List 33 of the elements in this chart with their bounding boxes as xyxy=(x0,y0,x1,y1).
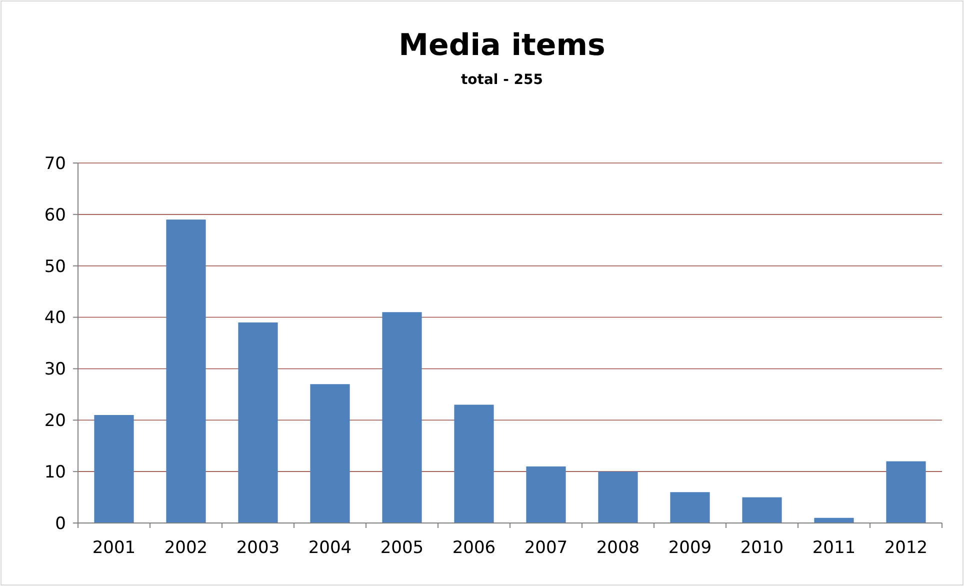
bar xyxy=(382,312,422,523)
y-tick-label: 0 xyxy=(55,514,66,534)
chart-subtitle: total - 255 xyxy=(460,72,544,88)
bar xyxy=(454,404,494,523)
bar xyxy=(94,415,134,523)
bar xyxy=(310,384,350,523)
y-tick-label: 50 xyxy=(44,256,66,277)
x-tick-label: 2006 xyxy=(452,538,496,558)
x-tick-label: 2009 xyxy=(668,538,712,558)
bar xyxy=(166,220,206,523)
x-tick-label: 2012 xyxy=(884,538,928,558)
x-tick-label: 2007 xyxy=(524,538,568,558)
x-tick-label: 2005 xyxy=(380,538,424,558)
x-tick-label: 2010 xyxy=(740,538,784,558)
x-tick-label: 2004 xyxy=(308,538,352,558)
bar xyxy=(598,472,638,523)
x-tick-label: 2001 xyxy=(92,538,136,558)
y-tick-label: 20 xyxy=(44,411,66,432)
chart-title: Media items xyxy=(398,28,606,63)
bar xyxy=(886,461,926,523)
x-tick-label: 2008 xyxy=(596,538,640,558)
x-tick-label: 2011 xyxy=(812,538,856,558)
x-tick-label: 2002 xyxy=(164,538,208,558)
y-tick-label: 60 xyxy=(44,205,66,226)
bar xyxy=(670,492,710,523)
y-tick-label: 30 xyxy=(44,360,66,380)
bar xyxy=(526,466,566,523)
y-tick-label: 70 xyxy=(44,154,66,174)
bar xyxy=(742,497,782,523)
x-tick-label: 2003 xyxy=(236,538,280,558)
y-tick-label: 40 xyxy=(44,308,66,328)
bar xyxy=(238,322,278,523)
y-tick-label: 10 xyxy=(44,462,66,483)
